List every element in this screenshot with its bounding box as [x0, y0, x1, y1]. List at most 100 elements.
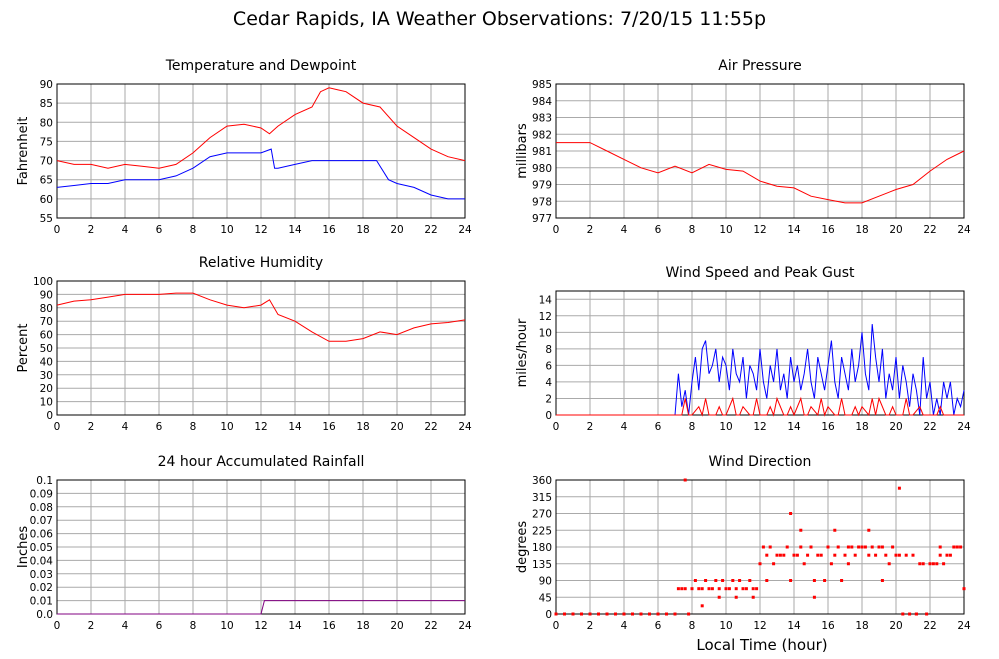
data-point: [751, 595, 755, 599]
data-point: [588, 612, 592, 616]
data-point: [880, 545, 884, 549]
data-point: [704, 579, 708, 582]
data-point: [908, 612, 912, 616]
data-point: [948, 553, 952, 557]
y-axis-label: degrees: [515, 521, 530, 574]
data-point: [676, 587, 680, 591]
x-tick-label: 24: [957, 421, 971, 433]
x-tick-label: 0: [553, 620, 560, 632]
x-tick-label: 24: [458, 224, 472, 236]
x-tick-label: 18: [356, 224, 369, 236]
data-point: [938, 553, 942, 557]
data-point: [758, 562, 762, 566]
data-point: [846, 545, 850, 549]
data-point: [863, 545, 867, 549]
y-tick-label: 982: [532, 129, 552, 141]
x-tick-label: 18: [855, 224, 868, 236]
data-point: [870, 545, 874, 549]
data-point: [707, 587, 711, 591]
y-tick-label: 6: [545, 360, 552, 372]
data-point: [826, 545, 830, 549]
x-tick-label: 10: [719, 620, 732, 632]
data-point: [605, 612, 609, 616]
data-point: [931, 562, 935, 566]
data-point: [748, 579, 752, 582]
x-tick-label: 12: [753, 224, 766, 236]
y-tick-label: 20: [40, 383, 53, 395]
data-point: [697, 587, 701, 591]
x-tick-label: 4: [621, 421, 628, 433]
data-point: [765, 579, 769, 582]
data-point: [789, 579, 793, 582]
x-tick-label: 12: [753, 421, 766, 433]
x-tick-label: 22: [923, 620, 936, 632]
x-tick-label: 6: [655, 421, 662, 433]
x-tick-label: 4: [621, 620, 628, 632]
data-point: [857, 545, 861, 549]
y-tick-label: 315: [532, 492, 552, 504]
x-tick-label: 8: [190, 620, 197, 632]
data-point: [554, 612, 558, 616]
y-tick-label: 0.04: [30, 555, 54, 567]
y-tick-label: 983: [532, 113, 552, 125]
data-point: [935, 562, 939, 566]
x-tick-label: 2: [88, 421, 95, 433]
data-point: [897, 486, 901, 490]
data-point: [925, 612, 929, 616]
y-tick-label: 980: [532, 163, 552, 175]
y-tick-label: 10: [40, 397, 53, 409]
chart-panel-relative-humidity: Relative HumidityPercent0102030405060708…: [16, 255, 472, 433]
data-point: [799, 528, 803, 532]
data-point: [724, 587, 728, 591]
data-point: [683, 587, 687, 591]
y-tick-label: 85: [40, 98, 53, 110]
x-tick-label: 8: [689, 421, 696, 433]
data-point: [829, 562, 833, 566]
x-tick-label: 8: [190, 224, 197, 236]
x-tick-label: 4: [122, 620, 129, 632]
data-point: [563, 612, 566, 616]
data-point: [765, 553, 769, 557]
y-tick-label: 0.09: [30, 488, 53, 500]
x-tick-label: 2: [88, 620, 95, 632]
x-tick-label: 20: [889, 421, 902, 433]
y-tick-label: 55: [40, 213, 53, 225]
chart-panel-wind-speed: Wind Speed and Peak Gustmiles/hour024681…: [515, 265, 971, 433]
y-tick-label: 65: [40, 175, 53, 187]
x-tick-label: 10: [220, 224, 233, 236]
data-point: [792, 553, 796, 557]
y-tick-label: 2: [545, 393, 552, 405]
data-point: [843, 553, 847, 557]
chart-title: Temperature and Dewpoint: [165, 58, 357, 74]
y-tick-label: 0.06: [30, 529, 54, 541]
data-point: [887, 562, 891, 566]
data-point: [853, 553, 857, 557]
x-tick-label: 12: [753, 620, 766, 632]
x-tick-label: 0: [553, 224, 560, 236]
data-point: [690, 587, 694, 591]
y-tick-label: 0.08: [30, 502, 53, 514]
x-tick-label: 24: [458, 421, 472, 433]
x-tick-label: 10: [719, 224, 732, 236]
x-tick-label: 18: [855, 620, 868, 632]
series-line-0: [57, 600, 465, 615]
y-tick-label: 4: [545, 377, 552, 389]
x-tick-label: 0: [54, 421, 61, 433]
x-tick-label: 20: [889, 620, 902, 632]
data-point: [799, 545, 803, 549]
y-tick-label: 0.07: [30, 515, 53, 527]
x-tick-label: 20: [390, 224, 403, 236]
y-tick-label: 977: [532, 213, 552, 225]
x-tick-label: 2: [587, 224, 594, 236]
x-tick-label: 6: [156, 620, 163, 632]
y-tick-label: 90: [40, 289, 53, 301]
data-point: [731, 579, 735, 582]
y-tick-label: 50: [40, 343, 53, 355]
y-tick-label: 40: [40, 356, 53, 368]
data-point: [904, 553, 908, 557]
data-point: [755, 587, 759, 591]
series-line-0: [56, 87, 466, 169]
data-point: [840, 579, 844, 582]
x-tick-label: 10: [220, 620, 233, 632]
data-point: [648, 612, 651, 616]
